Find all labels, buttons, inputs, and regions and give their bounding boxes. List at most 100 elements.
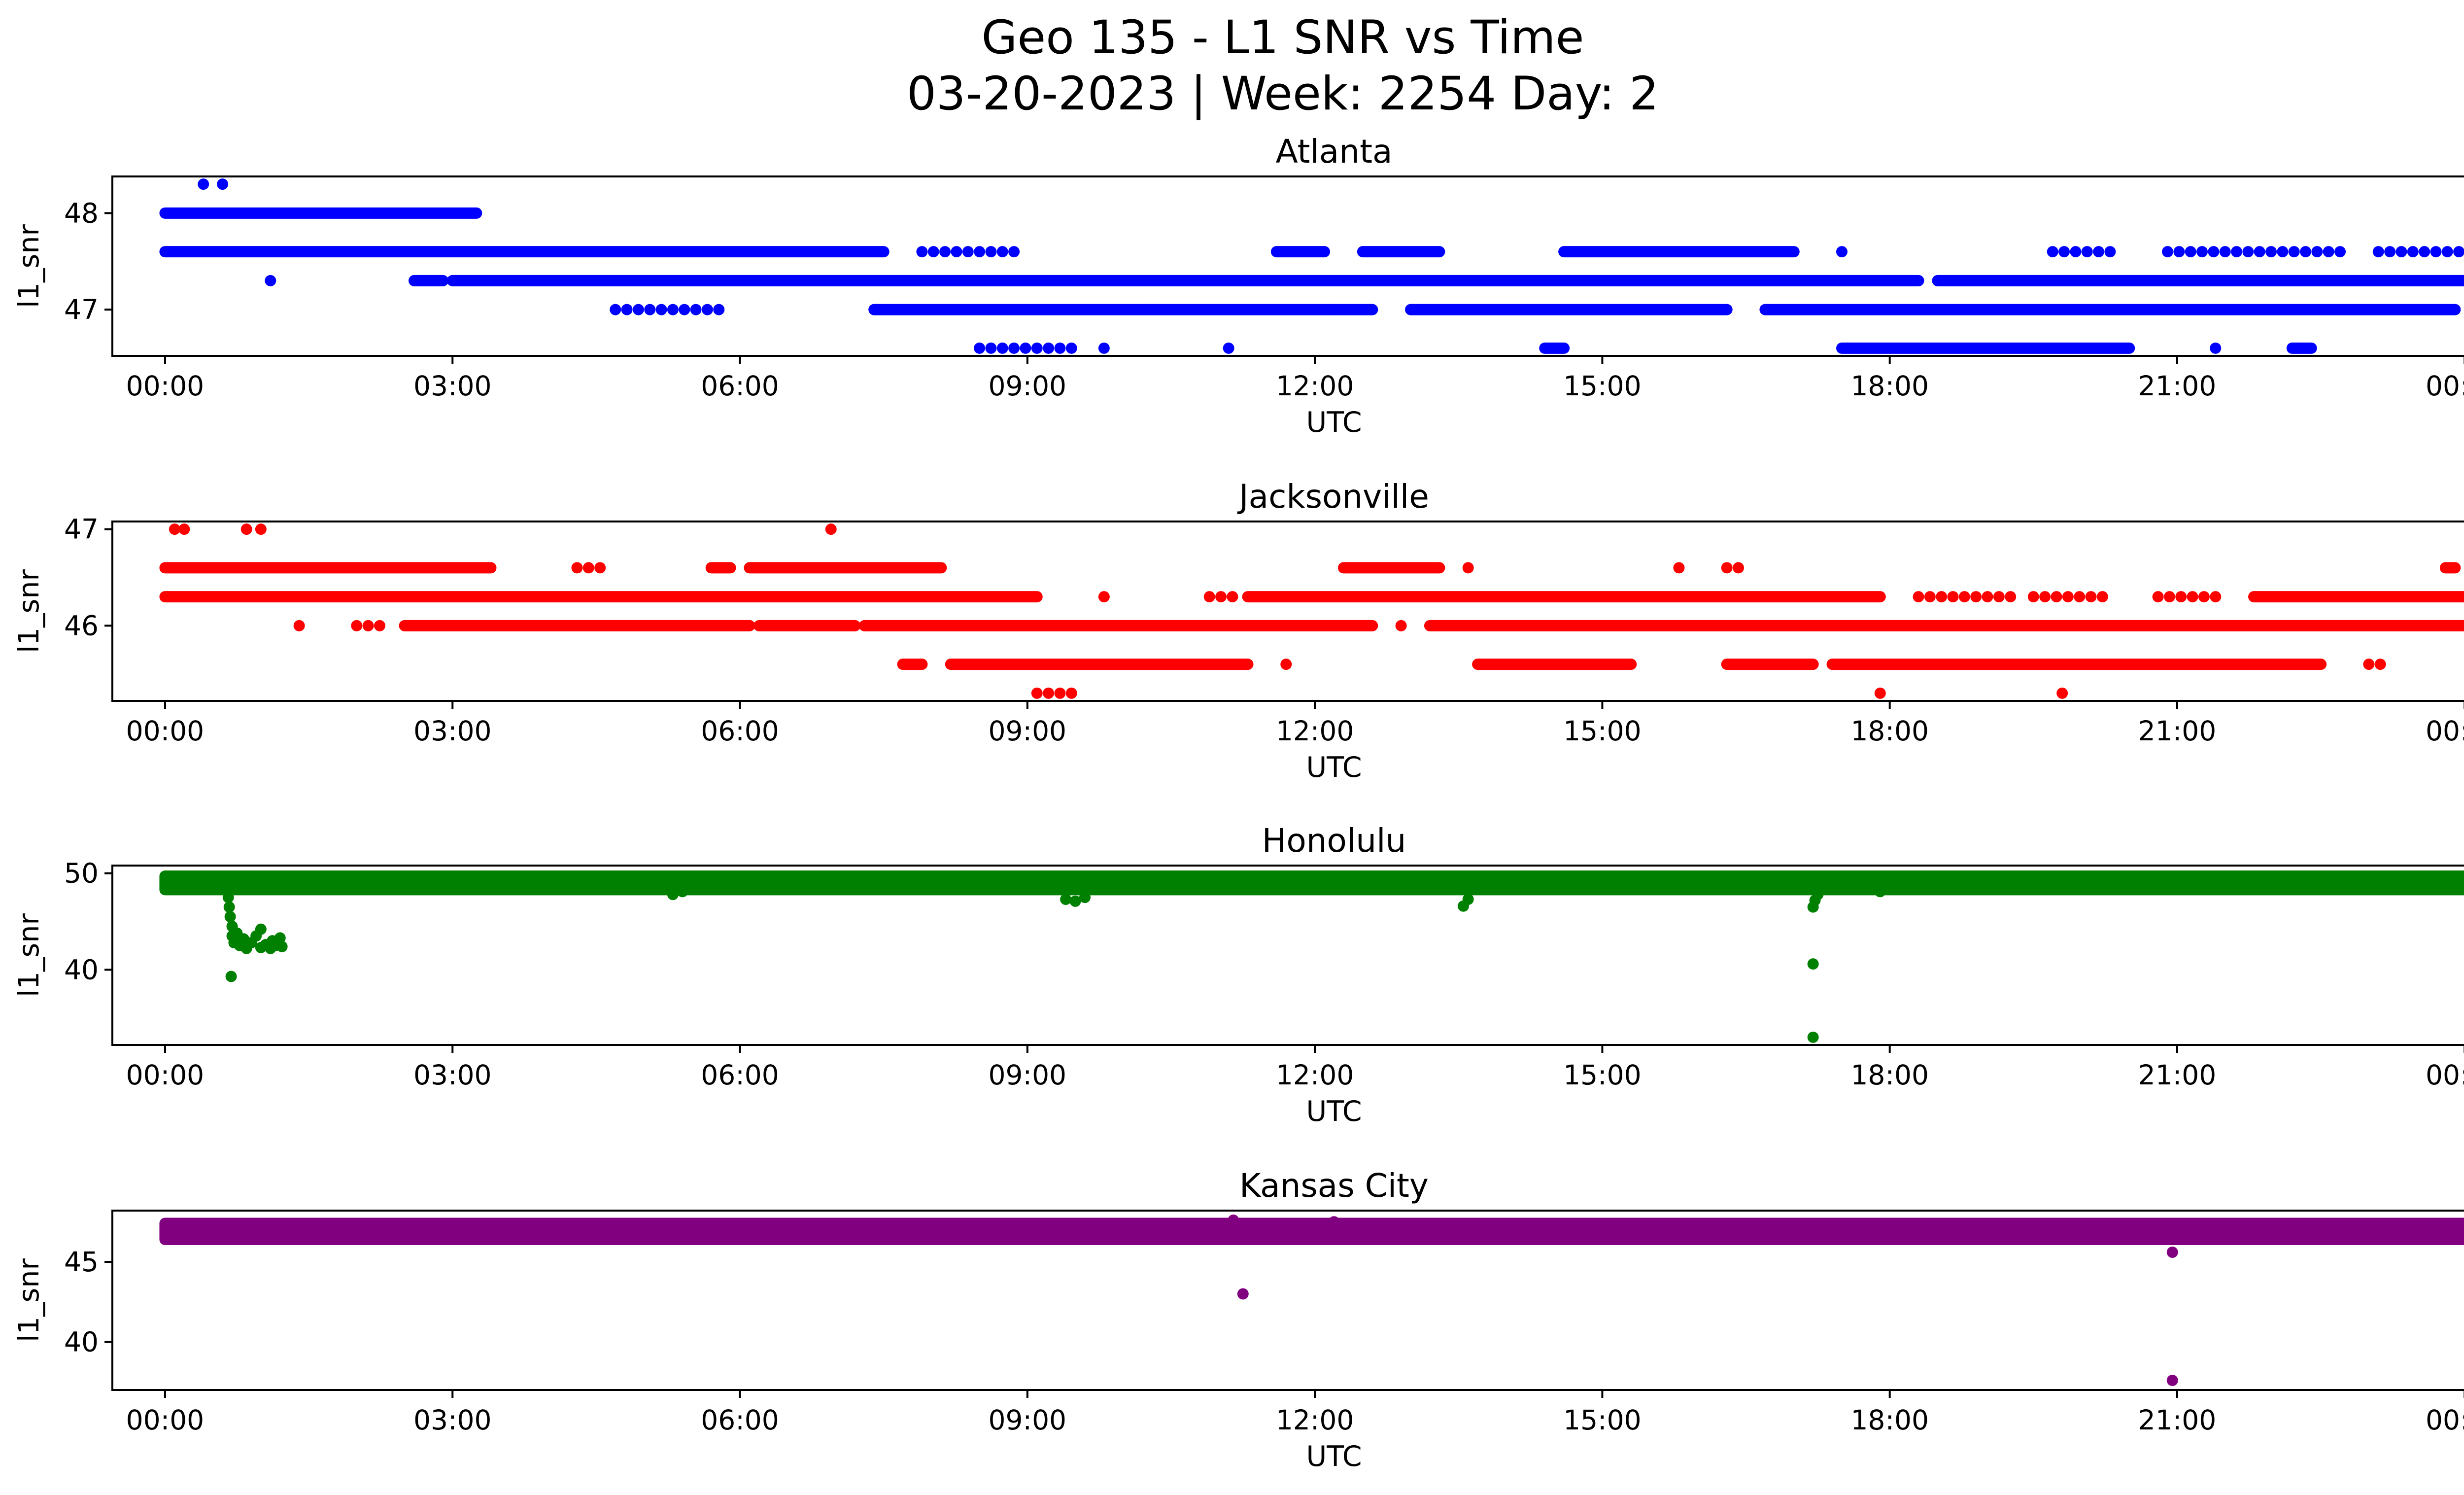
- data-band: [159, 1217, 2464, 1245]
- data-point: [985, 342, 997, 354]
- subplot-title: Jacksonville: [1237, 478, 1429, 516]
- data-point: [2300, 246, 2312, 258]
- data-points: [159, 178, 2464, 354]
- data-point: [2254, 246, 2265, 258]
- data-point: [2185, 246, 2196, 258]
- data-point: [240, 523, 252, 535]
- data-point: [1970, 591, 1982, 603]
- data-point: [2242, 246, 2254, 258]
- x-axis-label: UTC: [1306, 1095, 1362, 1128]
- data-point: [2163, 591, 2175, 603]
- data-point: [927, 246, 939, 258]
- data-point: [2323, 246, 2334, 258]
- x-tick-label: 18:00: [1850, 1059, 1929, 1091]
- x-tick-label: 00:00: [2426, 1404, 2464, 1436]
- data-point: [217, 178, 229, 190]
- x-tick-label: 06:00: [701, 715, 779, 747]
- data-point-run: [408, 275, 449, 286]
- data-point: [582, 562, 594, 574]
- data-point: [2372, 246, 2384, 258]
- data-point: [374, 620, 385, 631]
- data-point: [1936, 591, 1948, 603]
- data-point-run: [1759, 304, 2461, 315]
- x-tick-label: 00:00: [126, 1059, 205, 1091]
- data-point: [594, 562, 606, 574]
- data-point: [221, 882, 233, 894]
- data-point: [667, 304, 679, 315]
- data-point-run: [159, 207, 482, 219]
- data-point: [198, 178, 209, 190]
- data-point: [2093, 246, 2105, 258]
- subplot-frame: [111, 1210, 2464, 1391]
- data-point: [2166, 1247, 2178, 1258]
- data-point: [2196, 246, 2208, 258]
- data-point: [1098, 342, 1110, 354]
- data-point: [2173, 246, 2185, 258]
- data-point: [2311, 246, 2323, 258]
- data-point: [1079, 892, 1091, 904]
- data-point: [1065, 342, 1077, 354]
- data-point: [2058, 246, 2070, 258]
- data-point: [2005, 591, 2017, 603]
- data-point: [1054, 687, 1066, 699]
- data-point: [1328, 1216, 1340, 1228]
- x-tick-label: 18:00: [1850, 370, 1929, 402]
- x-axis-label: UTC: [1306, 1440, 1362, 1473]
- y-tick-label: 50: [64, 858, 99, 889]
- data-point-run: [293, 620, 305, 631]
- data-point: [1203, 591, 1215, 603]
- data-point: [255, 523, 267, 535]
- data-point-run: [945, 659, 1254, 670]
- data-point: [962, 246, 974, 258]
- data-point: [1215, 591, 1227, 603]
- x-tick-label: 21:00: [2138, 1404, 2217, 1436]
- data-point-run: [1558, 246, 1800, 258]
- data-point: [690, 304, 702, 315]
- figure-title-line1: Geo 135 - L1 SNR vs Time: [982, 11, 1584, 65]
- data-point-run: [1539, 342, 1570, 354]
- x-tick-label: 15:00: [1563, 1059, 1642, 1091]
- data-point: [178, 523, 190, 535]
- data-point: [1874, 886, 1886, 898]
- data-point: [677, 886, 688, 898]
- data-point: [701, 304, 713, 315]
- data-point-run: [2248, 591, 2464, 603]
- data-point: [621, 304, 633, 315]
- data-point: [996, 342, 1008, 354]
- data-point: [2210, 591, 2222, 603]
- x-tick-label: 03:00: [413, 370, 492, 402]
- figure-title-line2: 03-20-2023 | Week: 2254 Day: 2: [907, 67, 1659, 121]
- data-point-run: [744, 562, 947, 574]
- data-point: [2039, 591, 2051, 603]
- data-point: [1237, 1288, 1249, 1300]
- data-point: [2208, 246, 2220, 258]
- data-point: [2175, 591, 2187, 603]
- subplot-honolulu: Honolulu 00:00 03:00 06:00 09:00 12:00 15:00 18…: [13, 822, 2464, 1128]
- data-point: [1462, 893, 1474, 905]
- data-point: [222, 892, 234, 904]
- data-point: [1008, 342, 1020, 354]
- data-point: [223, 901, 235, 913]
- data-point-run: [897, 659, 928, 670]
- data-point: [2062, 591, 2074, 603]
- data-point-run: [1932, 275, 2464, 286]
- x-tick-label: 12:00: [1276, 1404, 1354, 1436]
- data-point: [1993, 591, 2005, 603]
- x-tick-label: 21:00: [2138, 1059, 2217, 1091]
- data-point-run: [1337, 562, 1445, 574]
- data-point: [916, 246, 928, 258]
- data-point: [2051, 591, 2062, 603]
- y-tick-label: 40: [64, 954, 99, 985]
- data-point: [1328, 304, 1340, 315]
- x-tick-label: 15:00: [1563, 1404, 1642, 1436]
- data-point: [1958, 591, 1970, 603]
- y-axis-label: l1_snr: [13, 913, 45, 997]
- y-tick-label: 45: [64, 1246, 99, 1278]
- data-point: [1812, 889, 1824, 901]
- data-point: [1065, 687, 1077, 699]
- data-point-run: [399, 620, 755, 631]
- data-point: [362, 620, 374, 631]
- x-tick-label: 06:00: [701, 370, 779, 402]
- x-tick-label: 21:00: [2138, 370, 2217, 402]
- x-tick-label: 03:00: [413, 1059, 492, 1091]
